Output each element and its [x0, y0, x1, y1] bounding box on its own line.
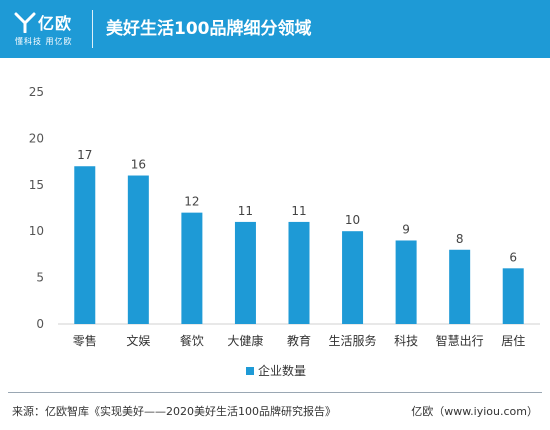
bar [502, 268, 524, 324]
bar [181, 212, 203, 324]
x-tick-label: 居住 [501, 334, 525, 348]
bar-value-label: 9 [402, 222, 410, 236]
bar [127, 175, 149, 324]
y-tick-label: 10 [29, 224, 44, 238]
bar-value-label: 12 [184, 195, 199, 209]
x-tick-label: 科技 [394, 334, 418, 348]
x-tick-label: 零售 [73, 333, 97, 348]
page-title: 美好生活100品牌细分领域 [106, 19, 312, 39]
logo-slogan: 懂科技 用亿欧 [15, 37, 73, 46]
y-tick-label: 0 [36, 317, 44, 331]
header-divider [92, 10, 93, 48]
y-tick-label: 25 [29, 85, 44, 99]
bar-value-label: 11 [291, 204, 306, 218]
x-tick-label: 教育 [287, 333, 311, 348]
bar [234, 221, 256, 324]
y-tick-label: 5 [36, 271, 44, 285]
bar [395, 240, 417, 324]
bar-value-label: 6 [509, 250, 517, 264]
bar [449, 249, 471, 324]
footer-divider [8, 392, 542, 393]
bar-value-label: 10 [345, 213, 360, 227]
bar [288, 221, 310, 324]
logo-name: 亿欧 [38, 14, 73, 33]
chart-area: 0 5 10 15 20 25 17 零售 16 文娱 12 餐饮 11 大健康 11 教育 10 生活服务 9 科技… [0, 58, 550, 390]
x-tick-label: 文娱 [126, 333, 150, 348]
bar-value-label: 8 [456, 232, 464, 246]
y-tick-label: 15 [29, 178, 44, 192]
x-tick-label: 生活服务 [329, 333, 377, 348]
yiou-logo-icon [14, 12, 36, 33]
y-tick-label: 20 [29, 131, 44, 145]
bar-chart: 0 5 10 15 20 25 17 零售 16 文娱 12 餐饮 11 大健康 11 教育 10 生活服务 9 科技… [29, 85, 540, 378]
header-banner: 亿欧 懂科技 用亿欧 美好生活100品牌细分领域 [0, 0, 550, 58]
x-tick-label: 餐饮 [180, 333, 204, 348]
source-note: 来源：亿欧智库《实现美好——2020美好生活100品牌研究报告》 [12, 405, 336, 418]
x-tick-label: 大健康 [227, 333, 263, 348]
legend-label: 企业数量 [258, 363, 306, 378]
bar [342, 231, 364, 324]
legend-swatch [246, 367, 254, 375]
bar-value-label: 11 [238, 204, 253, 218]
bar-value-label: 17 [77, 148, 92, 162]
x-tick-label: 智慧出行 [436, 333, 484, 348]
bar [74, 166, 96, 324]
bar-value-label: 16 [131, 158, 146, 172]
footer-brand: 亿欧（www.iyiou.com） [411, 405, 538, 418]
